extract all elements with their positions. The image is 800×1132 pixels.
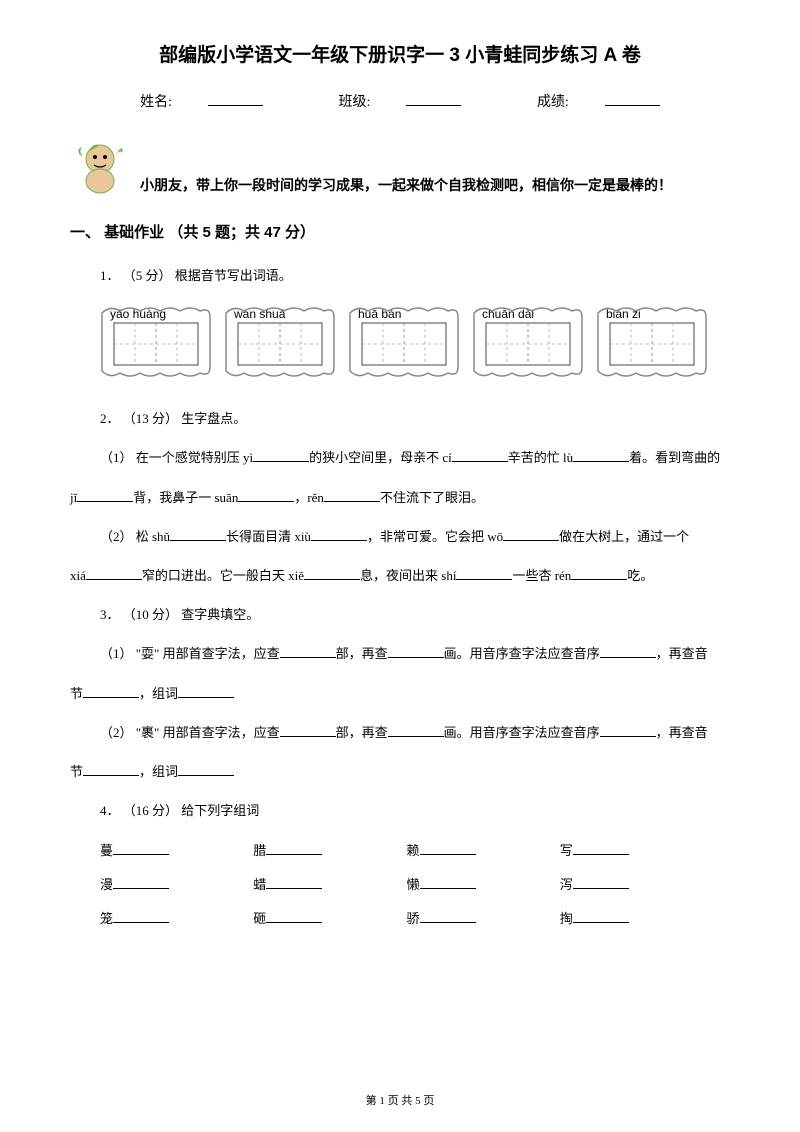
- fill-blank[interactable]: [388, 645, 444, 658]
- q4-row3: 笼 砸 骄 掏: [70, 902, 730, 936]
- name-label: 姓名:: [140, 95, 172, 110]
- q4-text: 4． （16 分） 给下列字组词: [70, 795, 730, 826]
- fill-blank[interactable]: [311, 528, 367, 541]
- fill-blank[interactable]: [388, 724, 444, 737]
- fill-blank[interactable]: [573, 910, 629, 923]
- q3-1: （1） "耍" 用部首查字法，应查部，再查画。用音序查字法应查音序，再查音: [70, 638, 730, 669]
- pinyin-box[interactable]: wán shuǎ: [224, 303, 336, 381]
- fill-blank[interactable]: [113, 876, 169, 889]
- pinyin-box[interactable]: biàn zi: [596, 303, 708, 381]
- q2-text: 2． （13 分） 生字盘点。: [70, 403, 730, 434]
- fill-blank[interactable]: [573, 842, 629, 855]
- fill-blank[interactable]: [280, 724, 336, 737]
- mascot-icon: [70, 137, 132, 199]
- q1-text: 1． （5 分） 根据音节写出词语。: [70, 260, 730, 291]
- fill-blank[interactable]: [573, 876, 629, 889]
- pinyin-box[interactable]: yáo huàng: [100, 303, 212, 381]
- class-label: 班级:: [339, 95, 371, 110]
- fill-blank[interactable]: [420, 910, 476, 923]
- section-heading: 一、 基础作业 （共 5 题；共 47 分）: [70, 221, 730, 242]
- fill-blank[interactable]: [304, 567, 360, 580]
- fill-blank[interactable]: [280, 645, 336, 658]
- q3-1b: 节，组词: [70, 678, 730, 709]
- pinyin-boxes: yáo huàng wán shuǎ huā bàn: [70, 303, 730, 381]
- fill-blank[interactable]: [178, 763, 234, 776]
- fill-blank[interactable]: [456, 567, 512, 580]
- fill-blank[interactable]: [600, 645, 656, 658]
- q3-2: （2） "裹" 用部首查字法，应查部，再查画。用音序查字法应查音序，再查音: [70, 717, 730, 748]
- fill-blank[interactable]: [420, 842, 476, 855]
- fill-blank[interactable]: [113, 910, 169, 923]
- q2-2b: xiá窄的口进出。它一般白天 xiē息，夜间出来 shí一些杏 rén吃。: [70, 560, 730, 591]
- fill-blank[interactable]: [170, 528, 226, 541]
- fill-blank[interactable]: [324, 489, 380, 502]
- fill-blank[interactable]: [178, 685, 234, 698]
- q2-1b: jǐ背，我鼻子一 suān，rěn不住流下了眼泪。: [70, 482, 730, 513]
- q2-1: （1） 在一个感觉特别压 yì的狭小空间里，母亲不 cí辛苦的忙 lù着。看到弯…: [70, 442, 730, 473]
- class-blank[interactable]: [406, 92, 461, 106]
- tip-text: 小朋友，带上你一段时间的学习成果，一起来做个自我检测吧，相信你一定是最棒的！: [140, 175, 672, 199]
- q2-2: （2） 松 shǔ长得面目清 xiù，非常可爱。它会把 wō做在大树上，通过一个: [70, 521, 730, 552]
- info-row: 姓名: 班级: 成绩:: [70, 91, 730, 111]
- fill-blank[interactable]: [266, 876, 322, 889]
- name-blank[interactable]: [208, 92, 263, 106]
- mascot-row: 小朋友，带上你一段时间的学习成果，一起来做个自我检测吧，相信你一定是最棒的！: [70, 137, 730, 199]
- fill-blank[interactable]: [420, 876, 476, 889]
- pinyin-box[interactable]: chuān dài: [472, 303, 584, 381]
- fill-blank[interactable]: [83, 685, 139, 698]
- fill-blank[interactable]: [266, 842, 322, 855]
- fill-blank[interactable]: [113, 842, 169, 855]
- fill-blank[interactable]: [77, 489, 133, 502]
- q3-text: 3． （10 分） 查字典填空。: [70, 599, 730, 630]
- fill-blank[interactable]: [452, 449, 508, 462]
- page-footer: 第 1 页 共 5 页: [0, 1092, 800, 1108]
- q3-2b: 节，组词: [70, 756, 730, 787]
- fill-blank[interactable]: [238, 489, 294, 502]
- fill-blank[interactable]: [573, 449, 629, 462]
- fill-blank[interactable]: [253, 449, 309, 462]
- q4-row1: 蔓 腊 赖 写: [70, 834, 730, 868]
- page-title: 部编版小学语文一年级下册识字一 3 小青蛙同步练习 A 卷: [70, 40, 730, 67]
- fill-blank[interactable]: [86, 567, 142, 580]
- score-label: 成绩:: [537, 95, 569, 110]
- fill-blank[interactable]: [503, 528, 559, 541]
- fill-blank[interactable]: [600, 724, 656, 737]
- fill-blank[interactable]: [83, 763, 139, 776]
- fill-blank[interactable]: [266, 910, 322, 923]
- fill-blank[interactable]: [571, 567, 627, 580]
- q4-row2: 漫 蜡 懒 泻: [70, 868, 730, 902]
- pinyin-box[interactable]: huā bàn: [348, 303, 460, 381]
- score-blank[interactable]: [605, 92, 660, 106]
